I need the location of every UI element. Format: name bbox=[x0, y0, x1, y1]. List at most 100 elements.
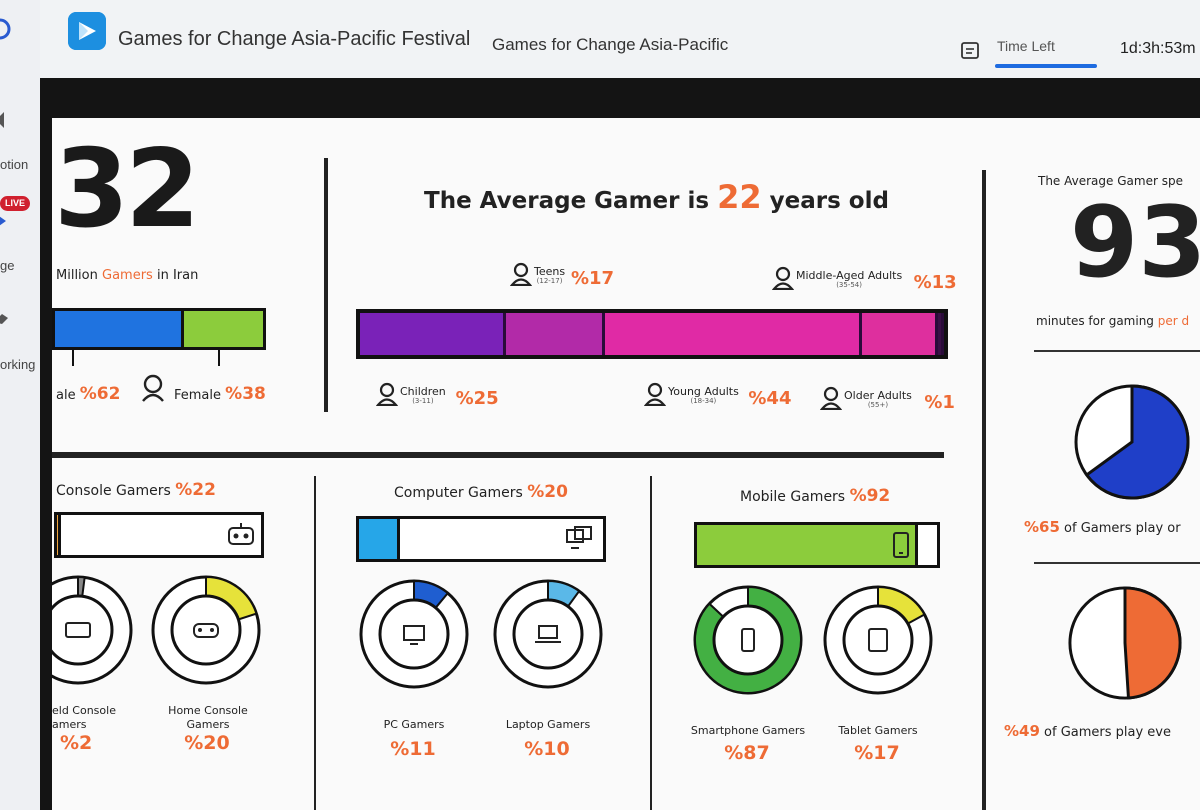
male-share-segment bbox=[55, 311, 184, 347]
female-label: Female bbox=[174, 388, 222, 403]
average-minutes-title: The Average Gamer spe bbox=[1038, 174, 1183, 188]
tick bbox=[72, 350, 74, 366]
average-minutes-label: minutes for gaming per d bbox=[1036, 314, 1189, 328]
label-line: eld Console bbox=[52, 704, 116, 717]
divider bbox=[314, 476, 316, 810]
play-online-stat: %65 of Gamers play or bbox=[1024, 518, 1181, 536]
stat-pct: %49 bbox=[1004, 722, 1040, 740]
back-arrow-icon[interactable] bbox=[0, 108, 16, 130]
average-minutes-value: 93 bbox=[1070, 186, 1200, 300]
age-group-pct: %13 bbox=[913, 272, 957, 293]
divider bbox=[982, 170, 986, 810]
mobile-share-fill bbox=[697, 525, 918, 565]
age-group-pct: %1 bbox=[924, 392, 955, 413]
age-group-range: (3-11) bbox=[412, 396, 434, 405]
divider bbox=[650, 476, 652, 810]
divider bbox=[52, 452, 944, 458]
app-switcher-icon[interactable] bbox=[0, 18, 16, 40]
age-group-range: (12-17) bbox=[536, 276, 563, 285]
console-share-bar bbox=[54, 512, 264, 558]
age-group-pct: %44 bbox=[748, 388, 792, 409]
age-group-name: Young Adults bbox=[668, 385, 739, 398]
sidebar-item-label[interactable]: ge bbox=[0, 258, 15, 273]
live-stream-icon[interactable] bbox=[0, 210, 16, 232]
age-group-range: (35-54) bbox=[836, 280, 862, 289]
age-group-label: Children (3-11) bbox=[400, 386, 446, 405]
computer-pct: %20 bbox=[527, 482, 568, 502]
age-group-name: Older Adults bbox=[844, 389, 912, 402]
age-group-name: Middle-Aged Adults bbox=[796, 269, 903, 282]
time-left-value: 1d:3h:53m bbox=[1120, 40, 1196, 57]
handshake-icon[interactable] bbox=[0, 308, 16, 330]
pie-slice bbox=[1084, 384, 1190, 500]
gamers-count-label: Million Gamers in Iran bbox=[56, 268, 198, 283]
smartphone-icon bbox=[893, 532, 909, 558]
console-gamers-title: Console Gamers %22 bbox=[56, 480, 216, 500]
tablet-gamers-pct: %17 bbox=[854, 742, 900, 764]
mobile-pct: %92 bbox=[849, 486, 891, 506]
gender-bar bbox=[52, 308, 266, 350]
male-stat: ale %62 bbox=[56, 384, 120, 404]
computer-icon bbox=[566, 526, 592, 549]
time-left-tab[interactable]: Time Left bbox=[997, 38, 1055, 54]
pie-slice bbox=[1123, 586, 1182, 700]
age-segment-young-adults bbox=[605, 313, 863, 355]
age-segment-teens bbox=[506, 313, 606, 355]
calendar-timer-icon bbox=[961, 42, 979, 59]
female-person-icon bbox=[142, 374, 164, 402]
age-group-label: Middle-Aged Adults (35-54) bbox=[796, 270, 902, 289]
label-highlight: per d bbox=[1157, 314, 1190, 328]
pc-gamers-donut bbox=[358, 578, 470, 690]
label-line: amers bbox=[52, 718, 87, 732]
person-icon bbox=[510, 262, 532, 286]
age-segment-children bbox=[360, 313, 506, 355]
play-online-pie bbox=[1072, 382, 1192, 502]
computer-share-fill bbox=[359, 519, 401, 559]
festival-logo-icon[interactable] bbox=[68, 12, 106, 50]
female-share-segment bbox=[183, 311, 263, 347]
divider bbox=[324, 158, 328, 412]
donut-chart bbox=[693, 585, 803, 695]
label-text: minutes for gaming bbox=[1036, 314, 1158, 328]
person-icon bbox=[772, 266, 794, 290]
laptop-gamers-donut bbox=[492, 578, 604, 690]
pie-chart bbox=[1074, 384, 1190, 500]
label-highlight: Gamers bbox=[102, 268, 153, 283]
age-distribution-bar bbox=[356, 309, 948, 359]
person-icon bbox=[820, 386, 842, 410]
male-pct: %62 bbox=[79, 384, 121, 404]
label-text: in Iran bbox=[152, 268, 199, 283]
sidebar-item-label[interactable]: orking bbox=[0, 357, 36, 372]
play-every-day-stat: %49 of Gamers play eve bbox=[1004, 722, 1171, 740]
console-pct: %22 bbox=[175, 480, 216, 500]
app-title: Games for Change Asia-Pacific Festival bbox=[118, 28, 471, 50]
play-every-day-pie bbox=[1066, 584, 1184, 702]
age-group-label: Older Adults (55+) bbox=[844, 390, 912, 409]
age-group-pct: %17 bbox=[571, 268, 615, 289]
smartphone-gamers-pct: %87 bbox=[724, 742, 770, 764]
left-sidebar: otion LIVE ge orking bbox=[0, 0, 40, 810]
female-pct: %38 bbox=[225, 384, 266, 404]
smartphone-gamers-label: Smartphone Gamers bbox=[690, 724, 806, 737]
average-age-title: The Average Gamer is 22 years old bbox=[424, 178, 889, 216]
handheld-console-label: eld Console amers bbox=[52, 704, 132, 733]
donut-chart bbox=[151, 575, 261, 685]
divider bbox=[1034, 562, 1200, 564]
sidebar-item-label[interactable]: otion bbox=[0, 157, 29, 172]
stat-text: of Gamers play eve bbox=[1039, 725, 1171, 740]
donut-chart bbox=[52, 575, 133, 685]
pie-chart bbox=[1068, 586, 1182, 700]
smartphone-gamers-donut bbox=[692, 584, 804, 696]
laptop-gamers-pct: %10 bbox=[524, 738, 570, 760]
divider bbox=[1034, 350, 1200, 352]
age-group-name: Teens bbox=[534, 265, 566, 278]
presentation-slide: 32 Million Gamers in Iran ale %62 Female… bbox=[52, 118, 1200, 810]
mobile-share-bar bbox=[694, 522, 940, 568]
average-age-value: 22 bbox=[717, 178, 762, 216]
header-bar: Games for Change Asia-Pacific Festival G… bbox=[40, 0, 1200, 78]
pc-gamers-label: PC Gamers bbox=[383, 718, 445, 731]
handheld-console-donut bbox=[52, 574, 134, 686]
title-text: Mobile Gamers bbox=[740, 489, 850, 505]
stat-text: of Gamers play or bbox=[1059, 521, 1181, 536]
label-line: Gamers bbox=[186, 718, 230, 732]
